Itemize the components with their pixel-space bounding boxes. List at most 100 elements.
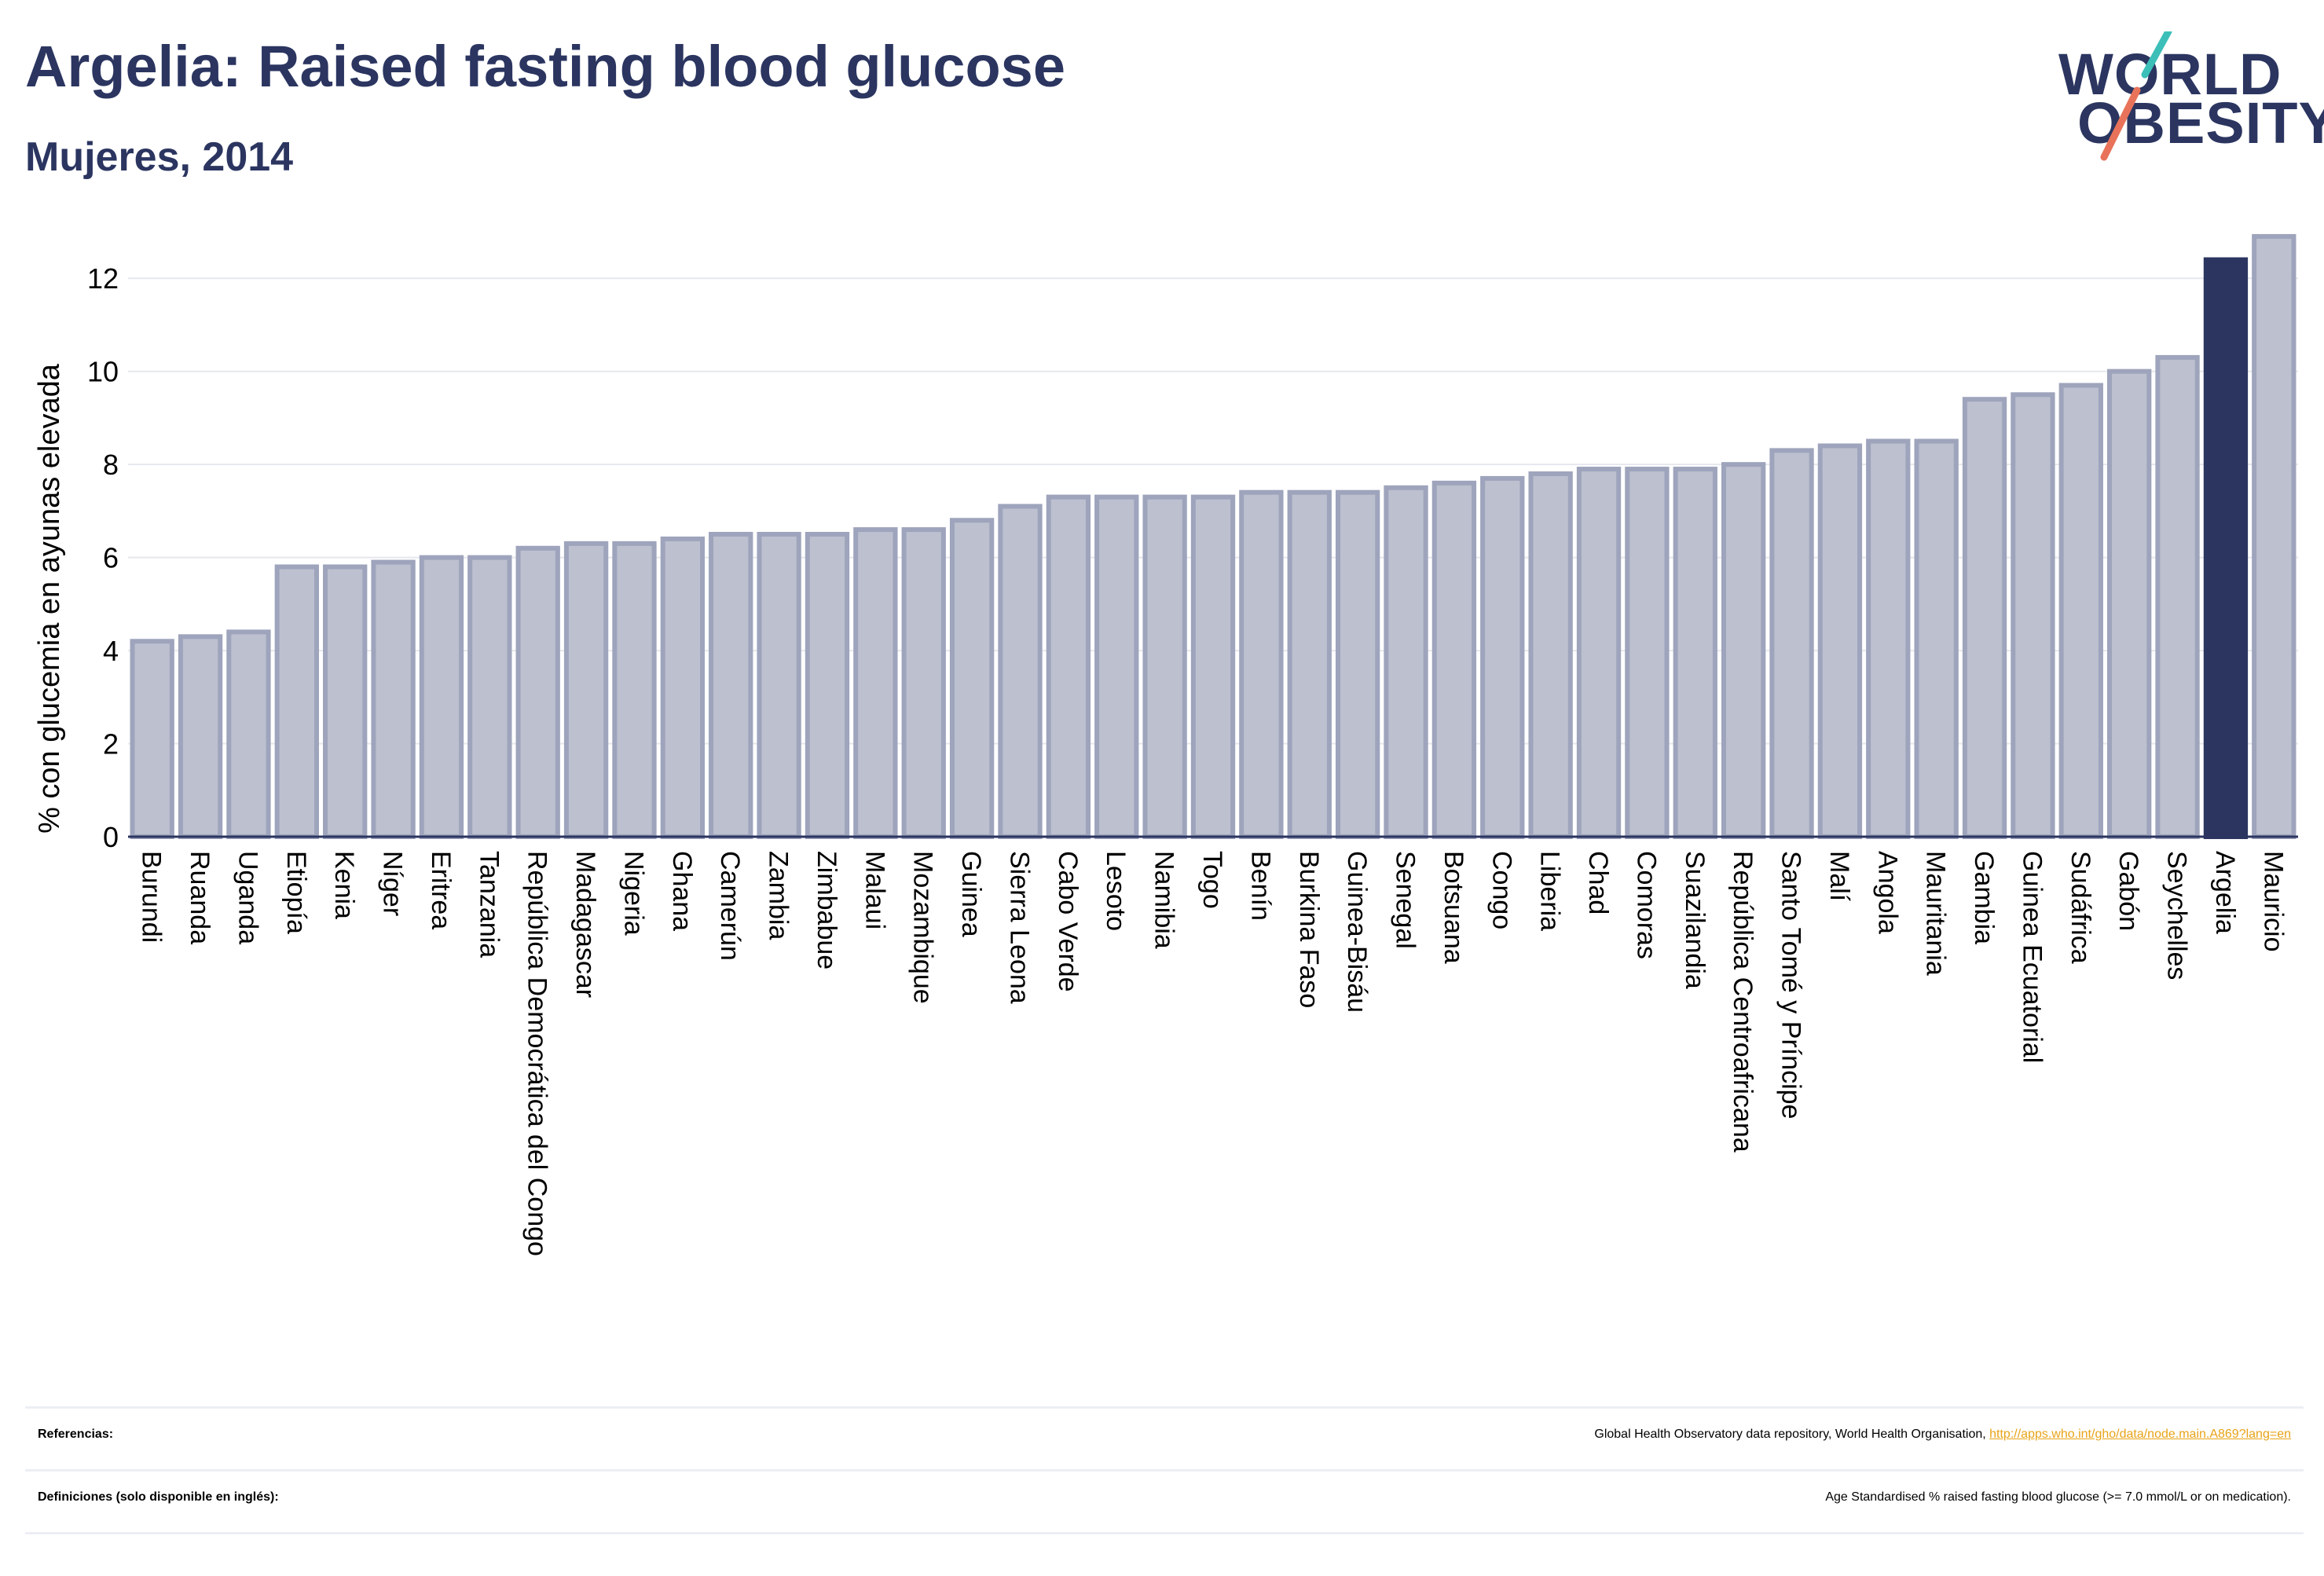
bar-mozambique (901, 527, 946, 839)
x-tick-label: Tanzania (474, 851, 504, 958)
x-tick-label: Eritrea (426, 851, 456, 929)
x-tick-label: Angola (1872, 851, 1902, 934)
bar-seychelles (2155, 354, 2200, 839)
x-tick-label: República Democrática del Congo (522, 851, 552, 1256)
bar-comoras (1625, 467, 1670, 839)
x-tick-labels: Burundi Ruanda Uganda Etiopía Kenia Níger Erit… (137, 851, 2289, 1256)
x-tick-label: Chad (1583, 851, 1613, 914)
x-tick-label: Sudáfrica (2066, 851, 2095, 964)
bars (130, 233, 2297, 840)
x-tick-label: Malaui (860, 851, 889, 929)
footer-definitions: Definiciones (solo disponible en inglés)… (25, 1469, 2304, 1534)
bar-cabo-verde (1046, 494, 1091, 839)
x-tick-label: Mauricio (2258, 851, 2288, 951)
x-tick-label: Guinea (956, 851, 986, 937)
bar-mauritania (1914, 438, 1959, 839)
bar-liberia (1528, 471, 1573, 839)
x-tick-label: Etiopía (281, 851, 311, 934)
bar-nigeria (612, 541, 657, 839)
bar-república-centroafricana (1721, 462, 1766, 839)
bar-zambia (757, 532, 801, 839)
bar-ghana (660, 536, 706, 839)
bar-namibia (1142, 494, 1187, 839)
x-tick-label: Togo (1197, 851, 1227, 909)
bar-argelia (2203, 257, 2249, 840)
bar-botsuana (1431, 480, 1477, 839)
y-tick-labels: 0 2 4 6 8 10 12 (87, 262, 119, 853)
x-tick-label: Benín (1245, 851, 1275, 921)
x-tick-label: Uganda (233, 851, 262, 944)
x-tick-label: Argelia (2210, 851, 2240, 934)
x-tick-label: Suazilandia (1680, 851, 1710, 989)
y-tick-label: 0 (103, 821, 119, 853)
bar-mauricio (2252, 233, 2297, 839)
bar-malí (1817, 443, 1863, 839)
world-obesity-logo: WORLD OBESITY (2043, 31, 2324, 165)
x-tick-label: Burkina Faso (1294, 851, 1324, 1008)
bar-gambia (1962, 397, 2007, 839)
x-tick-label: Zimbabue (812, 851, 841, 969)
y-tick-label: 8 (103, 449, 119, 481)
bar-guinea (949, 518, 995, 839)
y-tick-label: 10 (87, 356, 119, 388)
bar-angola (1866, 438, 1911, 839)
bar-benín (1239, 489, 1284, 839)
bar-chart: 0 2 4 6 8 10 12 Burundi Ruanda Uganda Etiopía Keni… (33, 233, 2298, 1256)
bar-camerún (709, 532, 753, 839)
bar-senegal (1384, 485, 1428, 839)
bar-lesoto (1094, 494, 1139, 839)
bar-guinea-ecuatorial (2011, 392, 2055, 840)
logo-line1: WORLD (2058, 42, 2282, 107)
x-tick-label: Comoras (1631, 851, 1661, 959)
x-tick-label: Cabo Verde (1053, 851, 1083, 992)
footer-divider (25, 1532, 2304, 1534)
x-tick-label: Santo Tomé y Príncipe (1776, 851, 1806, 1119)
x-tick-label: Kenia (329, 851, 359, 919)
bar-guinea-bisáu (1335, 489, 1380, 839)
x-tick-label: Mauritania (1921, 851, 1951, 976)
logo-slash-icon (2100, 31, 2172, 161)
bar-kenia (323, 564, 368, 839)
references-link[interactable]: http://apps.who.int/gho/data/node.main.A… (1989, 1428, 2291, 1441)
x-tick-label: Mozambique (908, 851, 938, 1004)
y-tick-label: 4 (103, 635, 119, 667)
definitions-label: Definiciones (solo disponible en inglés)… (38, 1490, 279, 1504)
bar-república-democrática-del-congo (515, 545, 560, 839)
bar-etiopía (274, 564, 319, 839)
x-tick-label: Lesoto (1101, 851, 1131, 931)
bar-santo-tomé-y-príncipe (1769, 448, 1814, 839)
bar-sierra-leona (998, 504, 1043, 839)
bar-malaui (853, 527, 898, 839)
x-tick-label: Malí (1824, 851, 1854, 902)
x-tick-label: Madagascar (570, 851, 600, 998)
y-tick-label: 12 (87, 262, 119, 295)
x-tick-label: Senegal (1391, 851, 1420, 949)
bar-burundi (130, 639, 174, 839)
x-tick-label: Seychelles (2162, 851, 2192, 980)
x-tick-label: Nigeria (618, 851, 648, 936)
bar-gabón (2107, 368, 2152, 839)
bar-ruanda (178, 634, 223, 839)
y-tick-label: 2 (103, 728, 119, 761)
x-tick-label: Ruanda (185, 851, 214, 944)
page-subtitle: Mujeres, 2014 (25, 134, 294, 180)
references-value: Global Health Observatory data repositor… (1594, 1428, 2291, 1442)
footer-references: Referencias: Global Health Observatory d… (25, 1406, 2304, 1472)
bar-uganda (226, 629, 271, 840)
x-tick-label: Burundi (137, 851, 167, 943)
x-tick-label: Zambia (764, 851, 794, 940)
definitions-value: Age Standardised % raised fasting blood … (1825, 1490, 2291, 1504)
x-tick-label: Gambia (1969, 851, 1999, 944)
x-tick-label: Namibia (1149, 851, 1179, 949)
x-tick-label: Gabón (2113, 851, 2143, 931)
x-tick-label: Ghana (667, 851, 697, 931)
bar-níger (371, 559, 416, 839)
references-label: Referencias: (38, 1428, 114, 1441)
x-tick-label: Guinea-Bisáu (1342, 851, 1372, 1013)
x-tick-label: República Centroafricana (1728, 851, 1758, 1153)
y-axis-label: % con glucemia en ayunas elevada (33, 363, 66, 834)
x-tick-label: Níger (378, 851, 408, 916)
bar-zimbabue (805, 532, 850, 839)
x-tick-label: Congo (1486, 851, 1516, 929)
bar-madagascar (563, 541, 609, 839)
